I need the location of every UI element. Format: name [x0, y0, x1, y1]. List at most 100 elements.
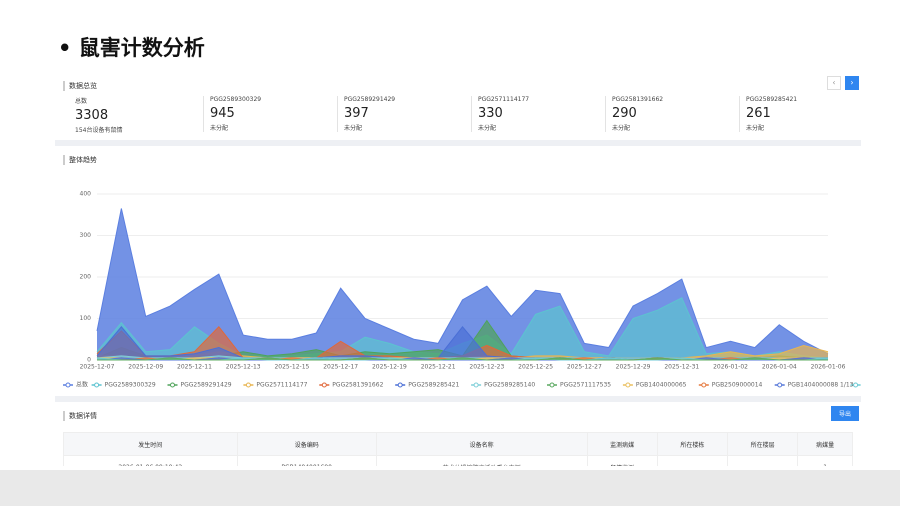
stat-value: 290 — [612, 106, 637, 121]
y-tick-label: 200 — [80, 274, 92, 281]
x-tick-label: 2025-12-31 — [664, 364, 699, 371]
legend-marker — [701, 382, 707, 388]
stat-label: PGG2589300329 — [210, 96, 262, 103]
stat-label: 总数 — [75, 98, 88, 105]
stat-value: 261 — [746, 106, 771, 121]
column-header: 所在楼层 — [727, 432, 799, 456]
x-tick-label: 2025-12-25 — [518, 364, 553, 371]
legend-label: PGB1404000088 — [788, 382, 839, 389]
legend-label: PGG2571117535 — [560, 382, 611, 389]
legend-marker — [853, 382, 859, 388]
legend-label: PGG2589285140 — [484, 382, 535, 389]
table-cell: 鼠情监测 — [586, 455, 658, 466]
legend-label: 总数 — [76, 381, 88, 389]
table-cell: 1 — [797, 455, 853, 466]
stat: PGG2589291429 397 未分配 — [337, 96, 469, 132]
stat: 总数 3308 154台设备有鼠情 — [69, 96, 200, 134]
column-header: 设备名称 — [375, 432, 588, 456]
stat-note: 154台设备有鼠情 — [75, 127, 123, 134]
legend-marker — [94, 382, 100, 388]
section-title: 数据总览 — [63, 81, 97, 91]
legend-label: PGG2581391662 — [332, 382, 383, 389]
y-tick-label: 0 — [87, 357, 91, 364]
stat-note: 未分配 — [612, 125, 631, 132]
y-tick-label: 100 — [80, 315, 92, 322]
stat-value: 945 — [210, 106, 235, 121]
table-cell — [727, 455, 799, 466]
stat-value: 3308 — [75, 108, 109, 123]
column-header: 病媒量 — [797, 432, 853, 456]
stat: PGG2589285421 261 未分配 — [739, 96, 871, 132]
trend-card: 整体趋势 0 100 200 300 400 2025-12-07 2025-12-09 20… — [55, 146, 861, 396]
table-cell: 艺术体操馆蹦床活动看台南侧 — [375, 455, 588, 466]
legend-label: PGB1404000065 — [636, 382, 687, 389]
x-tick-label: 2025-12-21 — [421, 364, 456, 371]
legend-marker — [549, 382, 555, 388]
stat: PGG2571114177 330 未分配 — [471, 96, 603, 132]
x-tick-label: 2025-12-15 — [274, 364, 309, 371]
stat-label: PGG2581391662 — [612, 96, 664, 103]
export-button[interactable]: 导出 — [830, 406, 859, 421]
screenshot: 数据总览 ‹ › 总数 3308 154台设备有鼠情 PGG2589300329 945… — [55, 72, 861, 466]
stat-note: 未分配 — [210, 125, 229, 132]
legend-label: PGG2589285421 — [408, 382, 459, 389]
area — [97, 297, 828, 360]
x-tick-label: 2025-12-23 — [469, 364, 504, 371]
table-cell: 2026-01-06 09:10:42 — [63, 455, 238, 466]
x-tick-label: 2026-01-02 — [713, 364, 748, 371]
chart: 0 100 200 300 400 2025-12-07 2025-12-09 2025-12… — [63, 191, 861, 389]
x-tick-label: 2025-12-27 — [567, 364, 602, 371]
stat-label: PGG2589291429 — [344, 96, 396, 103]
line — [96, 208, 829, 355]
legend-marker — [170, 382, 175, 388]
legend-marker — [65, 382, 71, 388]
x-tick-label: 2025-12-19 — [372, 364, 407, 371]
line — [97, 357, 828, 361]
prev-button[interactable]: ‹ — [827, 76, 841, 90]
x-tick-label: 2025-12-11 — [177, 364, 212, 371]
stat-label: PGG2589285421 — [746, 96, 798, 103]
footer-band — [0, 470, 900, 506]
section-title: 整体趋势 — [63, 155, 97, 165]
x-tick-label: 2026-01-06 — [811, 364, 846, 371]
x-tick-label: 2025-12-13 — [226, 364, 261, 371]
area — [97, 326, 828, 360]
legend-label: PGG2589291429 — [181, 382, 232, 389]
x-tick-label: 2025-12-07 — [80, 364, 115, 371]
x-tick-label: 2026-01-04 — [762, 364, 797, 371]
table-row: 2026-01-06 09:10:42PGB1404001690艺术体操馆蹦床活… — [63, 455, 853, 466]
legend-label: PGB2509000014 — [712, 382, 763, 389]
table-cell: PGB1404001690 — [236, 455, 377, 466]
legend-marker — [245, 382, 251, 388]
x-tick-label: 2025-12-29 — [616, 364, 651, 371]
column-header: 所在楼栋 — [656, 432, 729, 456]
table: 发生时间设备编码设备名称监测病媒所在楼栋所在楼层病媒量2026-01-06 09… — [63, 432, 853, 466]
stat-note: 未分配 — [344, 125, 363, 132]
details-card: 数据详情 导出 发生时间设备编码设备名称监测病媒所在楼栋所在楼层病媒量2026-… — [55, 402, 861, 466]
legend-label: PGG2589300329 — [105, 382, 156, 389]
stat: PGG2581391662 290 未分配 — [605, 96, 737, 132]
legend-label: PGG2571114177 — [256, 382, 307, 389]
stat-note: 未分配 — [478, 125, 497, 132]
stat-label: PGG2571114177 — [478, 96, 530, 103]
legend-page: 1/13 — [840, 382, 854, 389]
legend-marker — [397, 382, 403, 388]
next-button[interactable]: › — [845, 76, 859, 90]
legend-marker — [321, 382, 327, 388]
table-cell — [656, 455, 729, 466]
stat-value: 397 — [344, 106, 369, 121]
slide-title: • 鼠害计数分析 — [58, 36, 205, 60]
x-tick-label: 2025-12-17 — [323, 364, 358, 371]
stat: PGG2589300329 945 未分配 — [203, 96, 335, 132]
column-header: 设备编码 — [236, 432, 377, 456]
y-tick-label: 400 — [80, 191, 92, 198]
stat-note: 未分配 — [746, 125, 765, 132]
legend-marker — [777, 382, 783, 388]
overview-card: 数据总览 ‹ › 总数 3308 154台设备有鼠情 PGG2589300329 945… — [55, 72, 861, 140]
y-tick-label: 300 — [80, 232, 92, 239]
column-header: 监测病媒 — [586, 432, 658, 456]
area — [97, 357, 828, 360]
x-tick-label: 2025-12-09 — [128, 364, 163, 371]
stat-value: 330 — [478, 106, 503, 121]
